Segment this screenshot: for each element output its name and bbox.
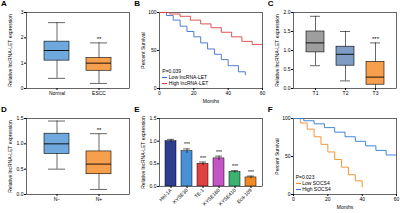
svg-text:1: 1 [21, 60, 24, 66]
svg-text:0.5: 0.5 [283, 66, 290, 72]
svg-text:100: 100 [282, 115, 291, 121]
svg-text:Eca-109: Eca-109 [236, 187, 254, 205]
svg-text:0.5: 0.5 [150, 160, 157, 166]
svg-text:ESCC: ESCC [92, 90, 106, 96]
svg-text:50: 50 [285, 153, 291, 159]
svg-text:1.0: 1.0 [17, 140, 24, 146]
svg-text:0: 0 [154, 85, 157, 91]
html-text:C: C [267, 0, 274, 8]
html-text:High SOCS4: High SOCS4 [302, 186, 331, 192]
svg-text:KYSE180: KYSE180 [201, 187, 222, 207]
html-text:High lncRNA-LET: High lncRNA-LET [168, 80, 209, 86]
svg-text:T1: T1 [312, 90, 318, 96]
svg-text:2: 2 [21, 34, 24, 40]
svg-text:Het-1A: Het-1A [157, 187, 174, 203]
svg-text:0.5: 0.5 [17, 166, 24, 172]
html-text:P=0.023: P=0.023 [295, 174, 315, 180]
html-text:Low SOCS4: Low SOCS4 [302, 180, 330, 186]
svg-text:60: 60 [260, 90, 266, 96]
svg-text:0.0: 0.0 [283, 85, 290, 91]
svg-text:N−: N− [54, 196, 61, 202]
html-text:F: F [267, 105, 273, 114]
html-text:E: E [134, 105, 140, 114]
svg-text:***: *** [184, 141, 190, 147]
html-text:P=0.039: P=0.039 [162, 68, 182, 74]
svg-text:Months: Months [203, 98, 220, 104]
svg-text:1.5: 1.5 [150, 115, 157, 121]
svg-text:**: ** [97, 36, 102, 42]
svg-text:Months: Months [336, 204, 353, 210]
svg-text:Normal: Normal [49, 90, 65, 96]
svg-text:3: 3 [21, 9, 24, 15]
svg-text:KYSE30: KYSE30 [172, 187, 190, 205]
svg-text:50: 50 [151, 47, 157, 53]
svg-text:Relative lncRNA-LET expression: Relative lncRNA-LET expression [7, 14, 13, 87]
svg-text:0: 0 [21, 85, 24, 91]
svg-text:40: 40 [359, 196, 365, 202]
svg-text:0: 0 [292, 196, 295, 202]
svg-text:0: 0 [287, 191, 290, 197]
svg-text:T2: T2 [342, 90, 348, 96]
svg-text:Relative lncRNA-LET expression: Relative lncRNA-LET expression [7, 120, 13, 193]
svg-text:***: *** [232, 163, 238, 169]
svg-text:***: *** [248, 169, 254, 175]
svg-text:0.0: 0.0 [17, 191, 24, 197]
html-text:B: B [134, 0, 141, 8]
svg-text:T3: T3 [372, 90, 378, 96]
svg-text:TE-1: TE-1 [193, 187, 205, 199]
svg-text:1.0: 1.0 [150, 138, 157, 144]
svg-text:20: 20 [325, 196, 331, 202]
svg-text:20: 20 [191, 90, 197, 96]
html-text:Low lncRNA-LET: Low lncRNA-LET [168, 74, 208, 80]
svg-text:N+: N+ [96, 196, 103, 202]
svg-text:***: *** [200, 155, 206, 161]
svg-text:***: *** [372, 36, 380, 42]
svg-text:KYSE410: KYSE410 [218, 187, 238, 207]
svg-text:1.5: 1.5 [17, 115, 24, 121]
svg-text:***: *** [216, 149, 222, 155]
svg-text:100: 100 [148, 9, 157, 15]
svg-text:60: 60 [393, 196, 399, 202]
svg-text:1.5: 1.5 [283, 28, 290, 34]
svg-text:1.0: 1.0 [283, 47, 290, 53]
svg-text:40: 40 [226, 90, 232, 96]
svg-text:0: 0 [158, 90, 161, 96]
svg-text:Relative lncRNA-LET expression: Relative lncRNA-LET expression [274, 14, 280, 87]
svg-text:0.0: 0.0 [150, 183, 157, 189]
svg-text:Percent Survival: Percent Survival [274, 138, 280, 174]
svg-text:Percent Survival: Percent Survival [140, 32, 146, 68]
html-text:D: D [1, 105, 7, 114]
html-text:A: A [1, 0, 7, 8]
svg-text:Relative lncRNA-LET expression: Relative lncRNA-LET expression [140, 116, 146, 189]
svg-text:2.0: 2.0 [283, 9, 290, 15]
svg-text:**: ** [97, 127, 102, 133]
